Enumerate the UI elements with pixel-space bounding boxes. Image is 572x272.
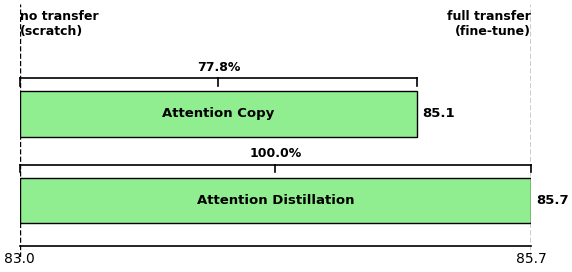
FancyBboxPatch shape — [19, 178, 531, 223]
Text: 85.7: 85.7 — [536, 194, 569, 207]
FancyBboxPatch shape — [19, 91, 418, 137]
Text: 85.1: 85.1 — [422, 107, 455, 120]
Text: 77.8%: 77.8% — [197, 61, 240, 74]
Text: no transfer
(scratch): no transfer (scratch) — [19, 10, 98, 38]
Text: Attention Distillation: Attention Distillation — [197, 194, 354, 207]
Text: 100.0%: 100.0% — [249, 147, 301, 160]
Text: full transfer
(fine-tune): full transfer (fine-tune) — [447, 10, 531, 38]
Text: Attention Copy: Attention Copy — [162, 107, 275, 120]
